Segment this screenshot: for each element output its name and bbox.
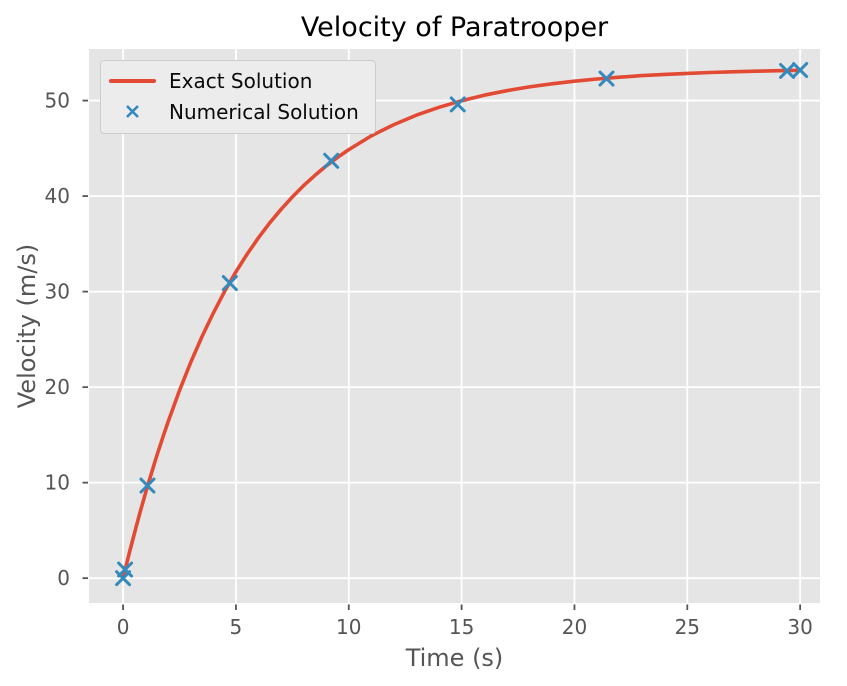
x-tick-label-5: 25 — [675, 615, 700, 639]
y-tick-label-4: 40 — [45, 184, 70, 208]
line-swatch-icon — [109, 78, 156, 83]
numerical-point-8 — [792, 62, 809, 79]
numerical-point-6 — [598, 70, 615, 87]
y-tick-label-3: 30 — [45, 280, 70, 304]
x-tick-label-2: 10 — [336, 615, 361, 639]
numerical-point-7 — [779, 62, 796, 79]
y-tick-label-0: 0 — [57, 566, 70, 590]
legend-entry-numerical-solution: Numerical Solution — [109, 97, 359, 126]
x-tick-label-0: 0 — [117, 615, 130, 639]
chart-title: Velocity of Paratrooper — [300, 12, 609, 43]
y-axis-label: Velocity (m/s) — [13, 243, 41, 409]
y-tick-label-2: 20 — [45, 375, 70, 399]
legend-label-exact-solution: Exact Solution — [169, 68, 313, 93]
numerical-point-4 — [323, 152, 340, 169]
legend: Exact Solution Numerical Solution — [100, 60, 376, 134]
x-axis-label: Time (s) — [405, 644, 504, 672]
y-tick-label-5: 50 — [45, 89, 70, 113]
numerical-point-3 — [221, 275, 238, 292]
numerical-point-2 — [139, 477, 156, 494]
x-tick-label-4: 20 — [562, 615, 587, 639]
legend-handle — [109, 103, 156, 120]
x-tick-label-3: 15 — [449, 615, 474, 639]
legend-entry-exact-solution: Exact Solution — [109, 66, 359, 95]
numerical-point-1 — [117, 561, 134, 578]
y-tick-label-1: 10 — [45, 471, 70, 495]
legend-label-numerical-solution: Numerical Solution — [169, 99, 359, 124]
axes-background — [89, 49, 820, 603]
x-tick-label-1: 5 — [230, 615, 243, 639]
numerical-point-5 — [449, 96, 466, 113]
x-tick-label-6: 30 — [787, 615, 812, 639]
legend-handle — [109, 78, 156, 83]
x-marker-icon — [126, 105, 139, 118]
